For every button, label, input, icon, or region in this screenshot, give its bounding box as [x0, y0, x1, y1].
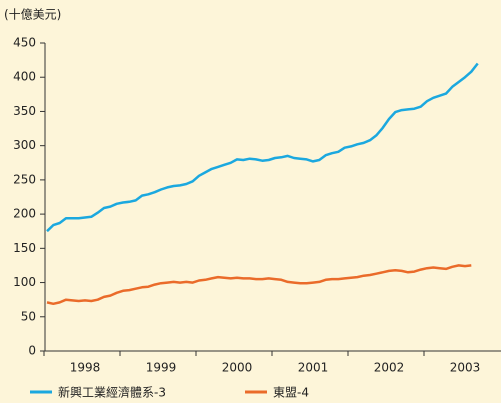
y-tick-label: 400	[13, 70, 36, 84]
y-tick-label: 300	[13, 138, 36, 152]
x-tick-label: 1999	[146, 361, 177, 375]
legend-label: 東盟-4	[273, 386, 309, 400]
x-tick-label: 2000	[222, 361, 253, 375]
x-tick-label: 1998	[70, 361, 101, 375]
y-tick-label: 200	[13, 207, 36, 221]
y-tick-label: 50	[21, 309, 36, 323]
y-tick-label: 250	[13, 172, 36, 186]
legend-label: 新興工業經濟體系-3	[58, 385, 166, 400]
series-line	[46, 264, 472, 306]
series-line	[46, 62, 479, 233]
y-tick-label: 450	[13, 36, 36, 50]
x-tick-label: 2001	[298, 361, 329, 375]
y-tick-label: 0	[28, 344, 36, 358]
x-tick-label: 2003	[450, 361, 481, 375]
x-tick-label: 2002	[374, 361, 405, 375]
y-tick-label: 350	[13, 104, 36, 118]
y-tick-label: 100	[13, 275, 36, 289]
y-axis-label: (十億美元)	[4, 8, 61, 22]
y-tick-label: 150	[13, 241, 36, 255]
